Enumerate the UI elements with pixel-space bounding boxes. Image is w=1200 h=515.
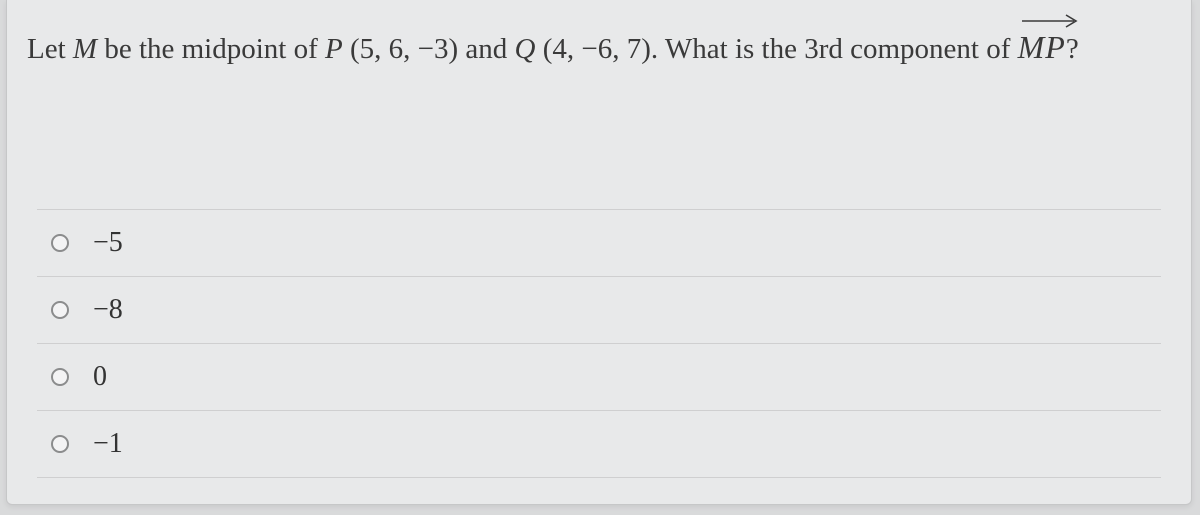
vector-MP: MP	[1018, 22, 1066, 73]
q-coords-Q: (4, −6, 7)	[535, 33, 650, 65]
q-period: .	[651, 33, 665, 65]
q-part-ask: What is the 3rd component of	[665, 33, 1018, 65]
radio-icon[interactable]	[51, 435, 69, 453]
radio-icon[interactable]	[51, 368, 69, 386]
option-label: −8	[93, 294, 123, 326]
q-var-Q: Q	[515, 33, 536, 65]
q-part-pre: Let	[27, 33, 73, 65]
option-label: −5	[93, 227, 123, 259]
radio-icon[interactable]	[51, 301, 69, 319]
q-part-and: and	[458, 33, 514, 65]
question-card: Let M be the midpoint of P (5, 6, −3) an…	[6, 0, 1192, 505]
option-row[interactable]: 0	[37, 343, 1161, 411]
radio-icon[interactable]	[51, 234, 69, 252]
q-qmark: ?	[1066, 33, 1079, 65]
q-var-P: P	[325, 33, 343, 65]
q-var-M: M	[73, 33, 97, 65]
options-list: −5 −8 0 −1	[37, 210, 1161, 478]
option-label: 0	[93, 361, 107, 393]
q-part-mid1: be the midpoint of	[97, 33, 325, 65]
question-text: Let M be the midpoint of P (5, 6, −3) an…	[27, 22, 1161, 73]
option-row[interactable]: −5	[37, 209, 1161, 277]
option-label: −1	[93, 428, 123, 460]
option-row[interactable]: −1	[37, 410, 1161, 478]
vector-text: MP	[1018, 29, 1066, 65]
q-coords-P: (5, 6, −3)	[343, 33, 458, 65]
option-row[interactable]: −8	[37, 276, 1161, 344]
vector-arrow-icon	[1020, 12, 1080, 28]
